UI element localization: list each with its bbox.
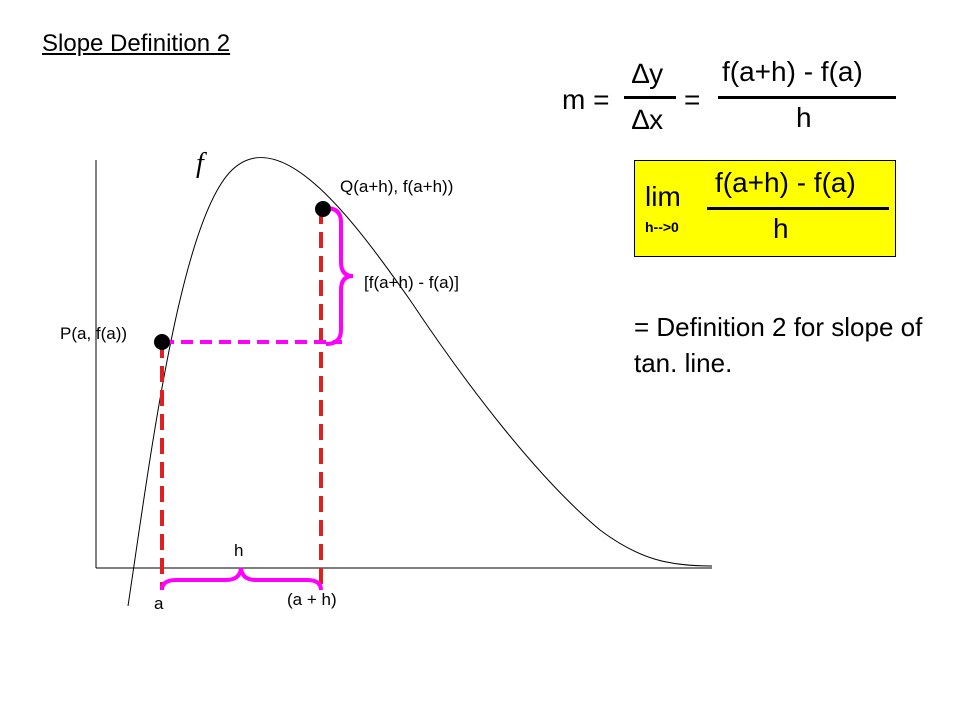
point-p-label: P(a, f(a)): [60, 324, 127, 343]
point-q-label: Q(a+h), f(a+h)): [340, 177, 453, 196]
slide-title: Slope Definition 2: [42, 30, 231, 57]
equals-sign: =: [684, 84, 701, 115]
run-brace: [160, 567, 323, 591]
difference-quotient-numerator: f(a+h) - f(a): [722, 56, 863, 87]
rise-brace: [325, 206, 354, 346]
difference-quotient-bar: [718, 96, 896, 99]
definition-note: = Definition 2 for slope of tan. line.: [634, 312, 923, 378]
function-curve: [127, 156, 713, 607]
run-label: h: [234, 541, 243, 560]
delta-y: ∆y: [632, 58, 664, 89]
dy-dx-fraction-bar: [624, 96, 676, 99]
x-label-a: a: [154, 594, 164, 613]
slope-m-label: m =: [562, 84, 610, 115]
rise-label: [f(a+h) - f(a)]: [364, 273, 459, 292]
lim-subscript: h-->0: [645, 219, 679, 235]
difference-quotient-denominator: h: [796, 102, 812, 133]
lim-text: lim: [645, 181, 681, 212]
point-p: [154, 334, 170, 350]
function-label: f: [196, 148, 207, 179]
lim-fraction-bar: [707, 207, 889, 210]
delta-x: ∆x: [632, 104, 664, 135]
limit-definition-box: lim h-->0 f(a+h) - f(a) h: [634, 160, 896, 257]
point-q: [315, 201, 331, 217]
x-label-a-plus-h: (a + h): [287, 590, 337, 609]
lim-numerator: f(a+h) - f(a): [715, 167, 856, 198]
lim-denominator: h: [773, 213, 789, 244]
